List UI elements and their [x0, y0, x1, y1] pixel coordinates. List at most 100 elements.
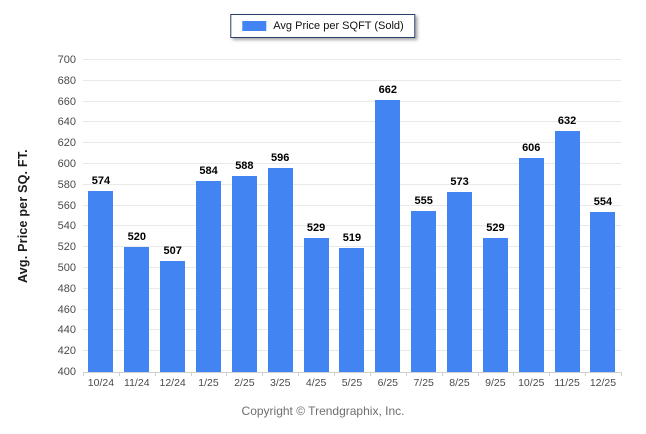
x-tick-mark — [621, 372, 622, 376]
bar-series: 574 520 507 584 588 596 529 519 662 555 573 529 606 6… — [83, 60, 621, 372]
bar-11/25 — [554, 130, 580, 372]
x-tick-mark — [190, 372, 192, 376]
x-axis-labels: 10/24 11/24 12/24 1/25 2/25 3/25 4/25 5/25 6/25 7… — [83, 377, 621, 389]
bar-7/25 — [411, 210, 437, 372]
y-tick-label: 660 — [57, 95, 76, 108]
x-tick-mark — [477, 372, 479, 376]
bar-slot: 584 — [191, 60, 227, 372]
bar-8/25 — [447, 192, 473, 372]
x-tick-label: 11/24 — [124, 377, 150, 389]
bar-value-label: 584 — [199, 164, 218, 177]
bar-value-label: 662 — [378, 83, 397, 96]
x-tick-label: 6/25 — [377, 377, 399, 389]
bar-12/25 — [590, 211, 616, 372]
bar-10/24 — [88, 191, 114, 372]
gridline — [83, 183, 621, 185]
gridline — [83, 204, 621, 206]
x-tick-label: 10/24 — [87, 377, 115, 389]
bar-value-label: 573 — [450, 176, 469, 189]
bar-value-label: 632 — [557, 114, 577, 127]
bar-value-label: 554 — [593, 195, 613, 208]
y-tick-label: 520 — [57, 241, 76, 254]
y-tick-label: 640 — [57, 116, 76, 129]
bar-slot: 632 — [549, 60, 585, 372]
x-tick-mark — [441, 372, 443, 376]
bar-1/25 — [196, 180, 221, 372]
y-tick-label: 620 — [57, 137, 76, 150]
x-tick-mark — [298, 372, 300, 376]
bar-value-label: 520 — [127, 231, 146, 244]
x-tick-label: 12/25 — [589, 377, 617, 389]
bar-value-label: 529 — [306, 221, 326, 234]
x-tick-mark — [369, 372, 371, 376]
bar-6/25 — [375, 99, 401, 372]
bar-12/24 — [160, 260, 186, 372]
x-tick-label: 4/25 — [305, 377, 327, 389]
y-tick-label: 420 — [57, 345, 76, 358]
x-tick-label: 12/24 — [159, 377, 186, 389]
x-tick-mark — [334, 372, 336, 376]
bar-slot: 596 — [262, 60, 298, 372]
bar-slot: 606 — [513, 60, 549, 372]
bar-value-label: 574 — [91, 175, 111, 188]
x-tick-mark — [585, 372, 587, 376]
x-tick-mark — [118, 372, 120, 376]
x-tick-label: 7/25 — [413, 377, 434, 389]
bar-slot: 573 — [442, 60, 478, 372]
x-tick-mark — [154, 372, 156, 376]
y-axis-title: Avg. Price per SQ. FT. — [16, 149, 30, 283]
x-tick-mark — [262, 372, 264, 376]
y-tick-label: 680 — [57, 74, 76, 87]
y-tick-label: 560 — [57, 199, 76, 212]
x-tick-label: 1/25 — [198, 377, 219, 389]
y-tick-label: 480 — [57, 282, 76, 295]
bar-slot: 555 — [406, 60, 442, 372]
x-tick-mark — [226, 372, 228, 376]
x-tick-label: 11/25 — [554, 377, 580, 389]
bar-value-label: 555 — [414, 194, 433, 207]
gridline — [83, 225, 621, 227]
plot-area: 574 520 507 584 588 596 529 519 662 555 573 529 606 6… — [83, 59, 621, 373]
x-axis-line — [83, 372, 621, 373]
y-tick-label: 440 — [57, 324, 76, 337]
bar-2/25 — [231, 176, 257, 372]
x-tick-label: 8/25 — [449, 377, 470, 389]
y-tick-label: 540 — [57, 220, 76, 233]
bar-slot: 662 — [370, 60, 406, 372]
bar-slot: 507 — [155, 60, 191, 372]
x-tick-label: 9/25 — [485, 377, 506, 389]
y-tick-label: 500 — [57, 262, 76, 274]
bar-11/24 — [124, 247, 150, 372]
bar-slot: 588 — [226, 60, 262, 372]
bar-value-label: 529 — [486, 221, 505, 234]
bar-value-label: 519 — [342, 232, 362, 245]
bar-5/25 — [339, 248, 365, 372]
gridline — [83, 79, 621, 81]
x-tick-mark — [83, 372, 84, 376]
gridline — [83, 59, 621, 60]
gridline — [83, 100, 621, 102]
bar-4/25 — [303, 237, 329, 372]
bar-slot: 519 — [334, 60, 370, 372]
bar-slot: 529 — [298, 60, 334, 372]
bar-3/25 — [267, 168, 293, 372]
y-tick-label: 580 — [57, 178, 76, 191]
y-tick-label: 600 — [57, 158, 76, 170]
y-tick-label: 460 — [57, 303, 76, 316]
gridline — [83, 163, 621, 164]
gridline — [83, 246, 621, 248]
gridline — [83, 121, 621, 123]
bar-10/25 — [518, 157, 544, 372]
legend-swatch — [242, 21, 267, 31]
bar-value-label: 507 — [163, 244, 182, 257]
x-tick-mark — [513, 372, 515, 376]
gridline — [83, 142, 621, 144]
legend-label: Avg Price per SQFT (Sold) — [273, 20, 404, 32]
bar-9/25 — [482, 237, 508, 372]
bar-value-label: 606 — [522, 141, 541, 154]
x-tick-mark — [405, 372, 407, 376]
bar-value-label: 588 — [235, 160, 254, 173]
copyright-text: Copyright © Trendgraphix, Inc. — [241, 404, 405, 418]
x-tick-mark — [549, 372, 551, 376]
y-tick-label: 700 — [57, 54, 76, 66]
